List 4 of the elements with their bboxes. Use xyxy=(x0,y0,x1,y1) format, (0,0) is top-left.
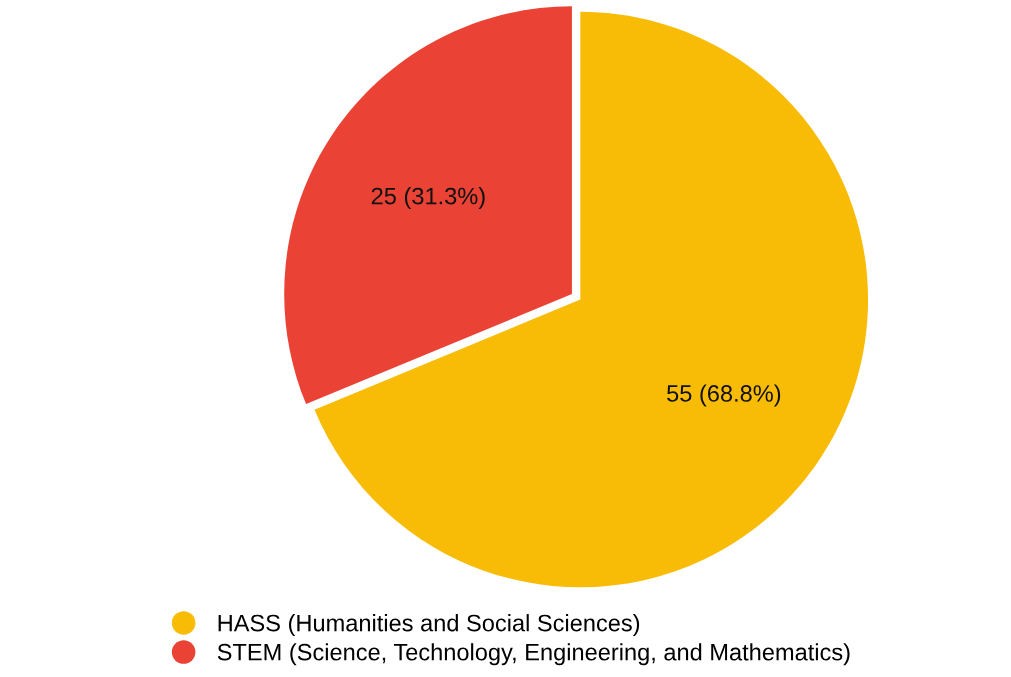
data-label: 55 (68.8%) xyxy=(667,384,781,407)
legend-label: HASS (Humanities and Social Sciences) xyxy=(218,614,640,637)
legend-label: STEM (Science, Technology, Engineering, and Mathematics) xyxy=(217,643,850,666)
data-label: 25 (31.3%) xyxy=(371,187,485,210)
